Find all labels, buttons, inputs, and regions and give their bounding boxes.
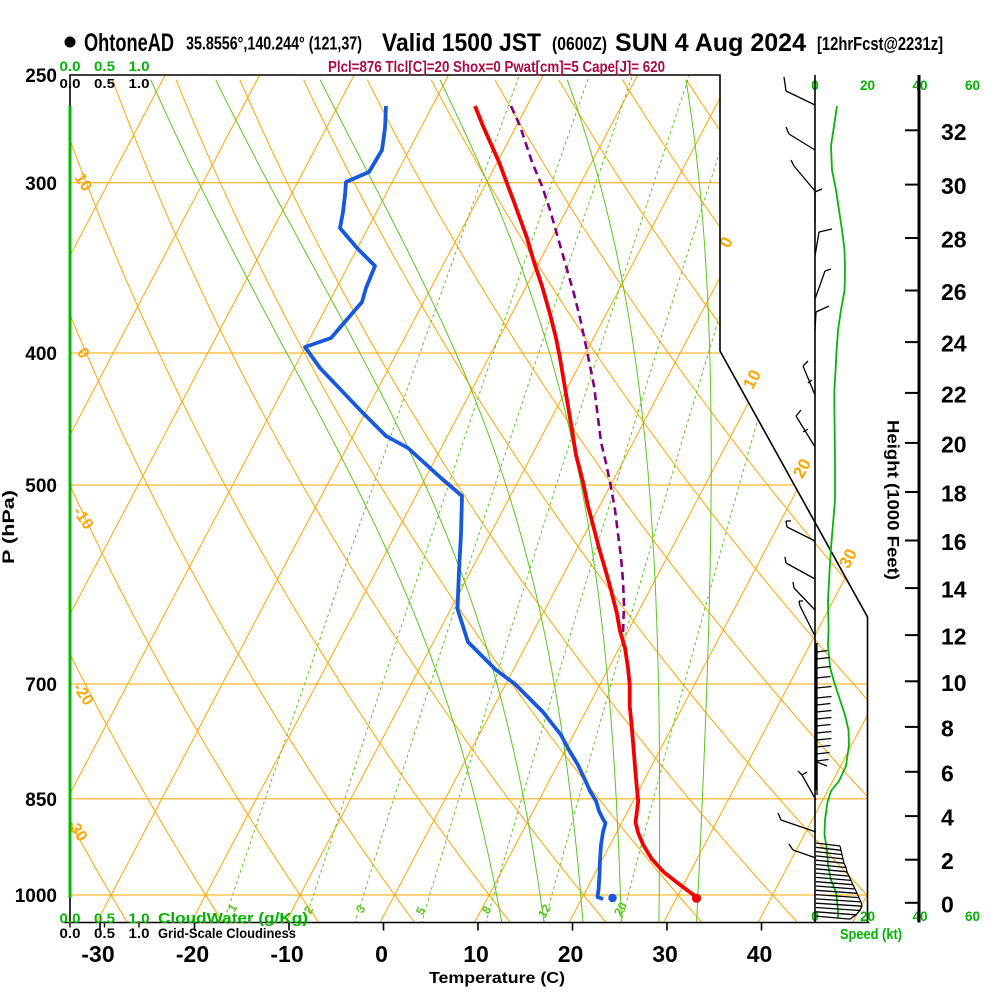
svg-text:[12hrFcst@2231z]: [12hrFcst@2231z] <box>817 34 943 54</box>
svg-text:35.8556°,140.244° (121,37): 35.8556°,140.244° (121,37) <box>186 34 362 54</box>
svg-text:20: 20 <box>611 899 630 918</box>
svg-text:14: 14 <box>941 577 967 603</box>
svg-text:Plcl=876 Tlcl[C]=20 Shox=0 Pwa: Plcl=876 Tlcl[C]=20 Shox=0 Pwat[cm]=5 Ca… <box>328 59 665 76</box>
svg-text:Grid-Scale Cloudiness: Grid-Scale Cloudiness <box>158 925 296 941</box>
svg-text:20: 20 <box>860 78 875 93</box>
svg-text:2: 2 <box>941 848 954 874</box>
svg-text:0.0: 0.0 <box>60 910 81 926</box>
svg-text:1.0: 1.0 <box>129 910 150 926</box>
svg-text:10: 10 <box>941 670 967 696</box>
svg-text:18: 18 <box>941 481 967 507</box>
svg-text:10: 10 <box>463 941 489 967</box>
svg-text:1.0: 1.0 <box>129 925 150 941</box>
svg-text:30: 30 <box>941 173 967 199</box>
svg-text:Height (1000 Feet): Height (1000 Feet) <box>884 420 903 580</box>
svg-text:22: 22 <box>941 381 967 407</box>
svg-text:28: 28 <box>941 227 967 253</box>
svg-text:-10: -10 <box>270 941 303 967</box>
svg-text:8: 8 <box>941 715 954 741</box>
svg-text:(0600Z): (0600Z) <box>552 34 607 54</box>
svg-text:-30: -30 <box>81 941 114 967</box>
svg-text:60: 60 <box>965 78 980 93</box>
svg-text:12: 12 <box>941 624 967 650</box>
svg-text:20: 20 <box>860 909 875 924</box>
svg-text:24: 24 <box>941 331 967 357</box>
svg-text:30: 30 <box>652 941 678 967</box>
svg-text:-20: -20 <box>176 941 209 967</box>
svg-text:1000: 1000 <box>15 886 57 907</box>
svg-text:1.0: 1.0 <box>129 76 150 91</box>
svg-text:250: 250 <box>25 66 57 87</box>
svg-text:20: 20 <box>558 941 584 967</box>
svg-text:400: 400 <box>25 344 57 365</box>
svg-text:P (hPa): P (hPa) <box>0 490 18 564</box>
svg-text:0.5: 0.5 <box>94 910 115 926</box>
svg-text:0.5: 0.5 <box>94 59 116 74</box>
svg-text:500: 500 <box>25 476 57 497</box>
svg-text:6: 6 <box>941 760 954 786</box>
svg-text:26: 26 <box>941 279 967 305</box>
svg-text:Speed (kt): Speed (kt) <box>840 926 902 943</box>
svg-text:Valid 1500 JST: Valid 1500 JST <box>382 29 541 57</box>
svg-text:32: 32 <box>941 119 967 145</box>
svg-text:0.0: 0.0 <box>60 59 81 74</box>
svg-text:4: 4 <box>941 805 954 831</box>
svg-text:20: 20 <box>941 431 967 457</box>
svg-text:300: 300 <box>25 174 57 195</box>
svg-text:0.0: 0.0 <box>60 925 81 941</box>
svg-text:0: 0 <box>375 941 388 967</box>
svg-text:40: 40 <box>747 941 773 967</box>
svg-text:Temperature (C): Temperature (C) <box>429 970 565 987</box>
svg-text:1.0: 1.0 <box>129 59 150 74</box>
svg-text:CloudWater (g/Kg): CloudWater (g/Kg) <box>158 911 308 927</box>
svg-text:16: 16 <box>941 529 967 555</box>
svg-text:SUN 4 Aug 2024: SUN 4 Aug 2024 <box>615 29 806 57</box>
svg-text:700: 700 <box>25 675 57 696</box>
svg-text:0: 0 <box>941 891 954 917</box>
svg-text:60: 60 <box>965 909 980 924</box>
svg-text:0.0: 0.0 <box>60 76 81 91</box>
svg-text:0.5: 0.5 <box>94 76 115 91</box>
svg-text:850: 850 <box>25 790 57 811</box>
svg-text:0.5: 0.5 <box>94 925 115 941</box>
svg-text:OhtoneAD: OhtoneAD <box>84 29 174 57</box>
svg-text:12: 12 <box>535 901 554 920</box>
